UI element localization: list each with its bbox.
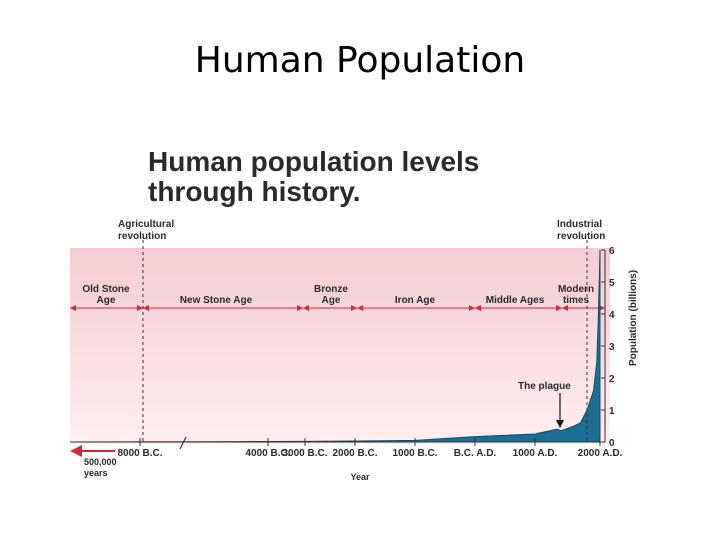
y-tick-label: 1 <box>609 406 615 417</box>
y-tick-label: 5 <box>609 278 615 289</box>
x-tick-label: 2000 A.D. <box>578 448 623 459</box>
chart-title-line-1: Human population levels <box>148 146 479 177</box>
x-tick-label: 3000 B.C. <box>282 448 327 459</box>
plague-arrowhead <box>556 420 564 428</box>
period-arrowhead <box>357 305 363 311</box>
period-arrowhead <box>556 305 562 311</box>
x-tick-label: 2000 B.C. <box>332 448 377 459</box>
period-label: Age <box>322 295 341 306</box>
annotation-industrial-line-1: Industrial <box>557 219 602 230</box>
x-tick-label: 1000 B.C. <box>392 448 437 459</box>
population-area <box>69 240 601 443</box>
period-label: Modern <box>558 284 594 295</box>
period-label: Age <box>97 295 116 306</box>
x-axis-label: Year <box>350 472 370 482</box>
x-tick-label: 4000 B.C. <box>245 448 290 459</box>
y-tick-label: 0 <box>609 438 615 449</box>
x-tick-label: 1000 A.D. <box>513 448 558 459</box>
period-label: Old Stone <box>82 284 130 295</box>
slide-title: Human Population <box>194 40 526 81</box>
period-arrowhead <box>70 305 76 311</box>
x-tick-label: 8000 B.C. <box>117 448 162 459</box>
period-label: Middle Ages <box>486 295 545 306</box>
y-tick-label: 6 <box>609 246 615 257</box>
period-arrowhead <box>137 305 143 311</box>
y-tick-label: 2 <box>609 374 615 385</box>
background-band <box>70 248 610 444</box>
period-arrowhead <box>562 305 568 311</box>
y-axis: 0 1 2 3 4 5 6 Population (billions) <box>601 246 639 449</box>
period-label: Bronze <box>314 284 348 295</box>
x-left-note-line-1: 500,000 <box>84 457 117 467</box>
period-arrowhead <box>475 305 481 311</box>
annotation-agricultural-line-2: revolution <box>118 231 166 242</box>
period-arrowhead <box>351 305 357 311</box>
annotation-industrial-line-2: revolution <box>557 231 605 242</box>
chart-title-line-2: through history. <box>148 176 361 207</box>
period-arrowhead <box>297 305 303 311</box>
y-tick-label: 4 <box>609 310 615 321</box>
period-label: Iron Age <box>395 295 436 306</box>
y-axis-label: Population (billions) <box>628 270 639 366</box>
annotations: AgriculturalrevolutionIndustrialrevoluti… <box>118 219 605 428</box>
x-left-note-line-2: years <box>84 468 108 478</box>
period-arrowhead <box>469 305 475 311</box>
y-tick-label: 3 <box>609 342 615 353</box>
period-label: times <box>563 295 590 306</box>
annotation-agricultural-line-1: Agricultural <box>118 219 174 230</box>
period-label: New Stone Age <box>180 295 253 306</box>
x-tick-label: B.C. A.D. <box>454 448 497 459</box>
annotation-plague: The plague <box>518 381 571 392</box>
axis-break-mark <box>179 436 187 450</box>
x-axis: 8000 B.C. 4000 B.C.3000 B.C. 2000 B.C. 1000… <box>70 436 623 482</box>
population-area-path <box>69 249 601 443</box>
period-arrowhead <box>303 305 309 311</box>
period-arrowhead <box>143 305 149 311</box>
